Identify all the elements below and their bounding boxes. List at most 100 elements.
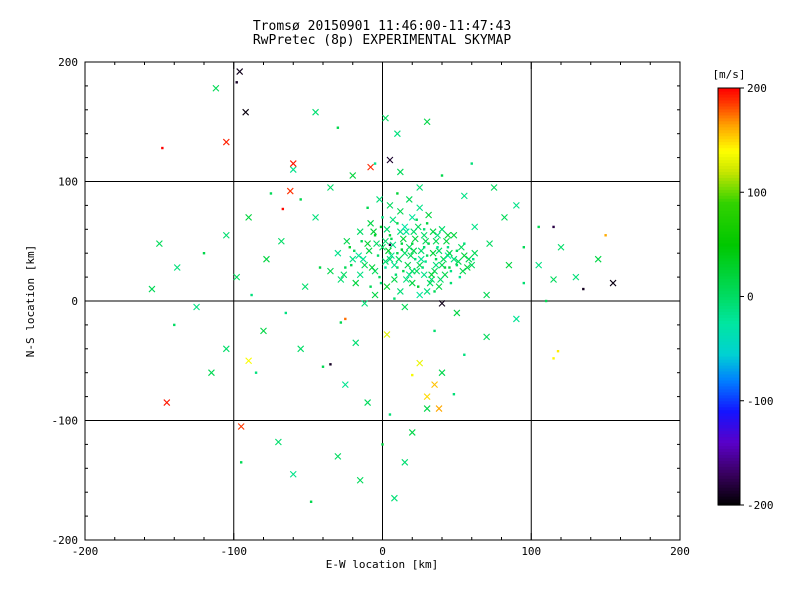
scatter-point-dot (414, 257, 417, 261)
scatter-point-dot (446, 246, 450, 249)
scatter-point-cross (609, 279, 617, 287)
colorbar-segment (718, 308, 740, 312)
scatter-point-cross (401, 249, 409, 257)
scatter-point-dot (369, 285, 372, 288)
scatter-point-cross (557, 243, 565, 251)
scatter-point-cross (407, 252, 415, 259)
x-tick-label: -100 (221, 545, 248, 558)
scatter-point-dot (161, 146, 164, 150)
scatter-point-cross (263, 255, 270, 263)
scatter-point-dot (396, 252, 399, 255)
scatter-point-dot (299, 198, 302, 201)
colorbar-segment (718, 463, 740, 467)
scatter-point-cross (490, 184, 498, 191)
colorbar-segment (718, 478, 740, 482)
colorbar-segment (718, 138, 740, 143)
colorbar-segment (718, 412, 740, 417)
y-tick-label: 0 (71, 295, 78, 308)
scatter-point-cross (437, 276, 444, 283)
scatter-point-dot (552, 357, 555, 360)
colorbar-segment (718, 341, 740, 345)
colorbar-segment (718, 165, 740, 170)
scatter-point-cross (208, 369, 215, 377)
scatter-point-cross (505, 261, 513, 269)
colorbar-segment (718, 442, 740, 447)
colorbar-segment (718, 418, 740, 423)
scatter-point-cross (367, 163, 374, 171)
scatter-point-cross (383, 283, 391, 291)
scatter-point-dot (400, 248, 404, 251)
colorbar-segment (718, 93, 740, 98)
colorbar-tick-label: -100 (747, 395, 774, 408)
colorbar-segment (718, 156, 740, 161)
colorbar-segment (718, 102, 740, 107)
scatter-point-cross (486, 240, 493, 248)
scatter-point-cross (411, 235, 419, 243)
scatter-point-cross (289, 166, 297, 173)
scatter-point-cross (349, 255, 357, 263)
scatter-point-dot (425, 222, 429, 225)
colorbar-segment (718, 189, 740, 193)
scatter-point-cross (432, 261, 440, 269)
scatter-point-dot (455, 249, 459, 253)
colorbar-segment (718, 257, 740, 262)
scatter-point-cross (396, 288, 404, 295)
scatter-point-cross (423, 405, 431, 412)
colorbar-segment (718, 114, 740, 119)
colorbar-segment (718, 382, 740, 387)
colorbar-segment (718, 177, 740, 181)
scatter-point-cross (388, 252, 395, 259)
colorbar-segment (718, 469, 740, 473)
scatter-point-cross (391, 261, 398, 269)
colorbar-segment (718, 329, 740, 333)
colorbar-segment (718, 388, 740, 393)
scatter-point-cross (334, 249, 342, 257)
scatter-point-cross (340, 271, 348, 279)
scatter-point-cross (408, 279, 416, 287)
colorbar-segment (718, 150, 740, 155)
scatter-point-dot (173, 323, 176, 327)
scatter-point-cross (432, 237, 440, 245)
colorbar-segment (718, 359, 740, 363)
colorbar-segment (718, 430, 740, 435)
scatter-point-cross (368, 264, 376, 271)
scatter-point-cross (459, 267, 467, 275)
colorbar-segment (718, 207, 740, 211)
scatter-point-dot (452, 393, 456, 396)
scatter-point-cross (401, 303, 409, 311)
scatter-point-cross (245, 213, 253, 221)
scatter-point-cross (222, 345, 230, 353)
colorbar-segment (718, 132, 740, 137)
scatter-point-dot (400, 242, 404, 245)
scatter-point-cross (155, 240, 163, 248)
colorbar-segment (718, 213, 740, 217)
colorbar-segment (718, 123, 740, 128)
scatter-point-cross (222, 231, 230, 239)
scatter-point-cross (471, 249, 479, 257)
colorbar-segment (718, 487, 740, 491)
colorbar-segment (718, 314, 740, 318)
colorbar-segment (718, 260, 740, 265)
scatter-point-cross (457, 243, 465, 251)
scatter-point-cross (367, 219, 374, 227)
colorbar-tick-label: -200 (747, 499, 774, 512)
scatter-point-cross (373, 240, 380, 248)
scatter-point-cross (382, 114, 389, 122)
scatter-point-cross (193, 303, 200, 311)
colorbar-segment (718, 281, 740, 286)
scatter-point-dot (344, 317, 347, 321)
colorbar-segment (718, 454, 740, 458)
scatter-point-cross (410, 247, 418, 255)
colorbar-segment (718, 493, 740, 497)
scatter-point-cross (386, 202, 394, 209)
scatter-point-dot (448, 266, 451, 269)
scatter-point-cross (371, 291, 379, 299)
scatter-point-cross (163, 399, 171, 406)
colorbar-segment (718, 415, 740, 420)
scatter-point-dot (411, 373, 414, 377)
scatter-point-dot (463, 242, 466, 245)
colorbar-segment (718, 227, 740, 232)
scatter-point-cross (483, 291, 491, 299)
scatter-point-cross (423, 393, 431, 400)
scatter-point-cross (352, 339, 360, 347)
